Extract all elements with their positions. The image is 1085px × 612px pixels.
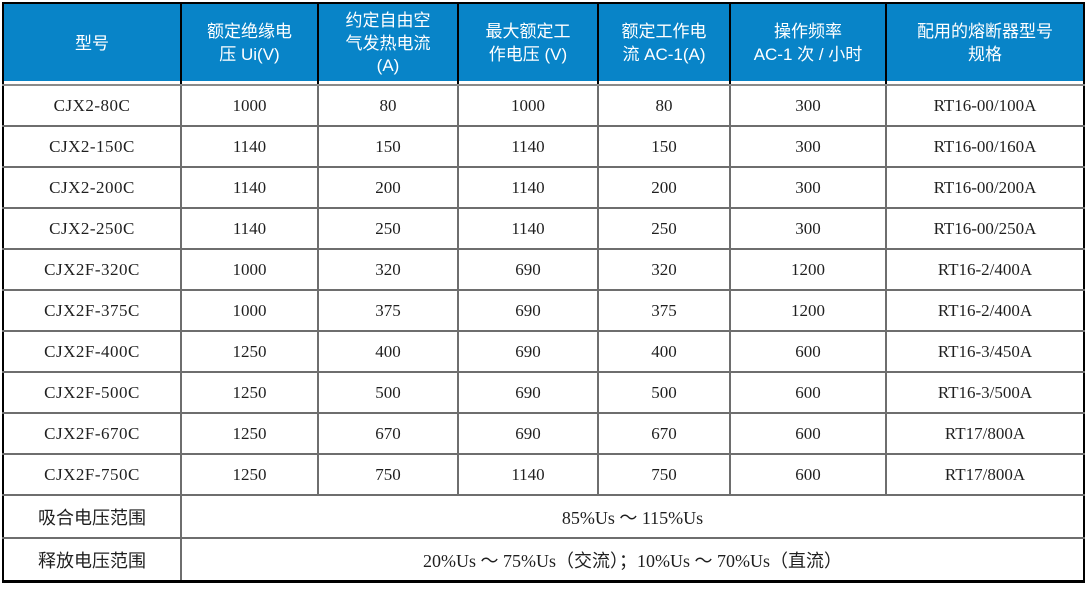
cell-value: 1140 (457, 166, 599, 209)
cell-fuse: RT16-00/200A (885, 166, 1085, 209)
cell-value: 1000 (180, 289, 319, 332)
table-row: CJX2F-375C 1000 375 690 375 1200 RT16-2/… (2, 289, 1085, 332)
cell-value: 80 (317, 84, 459, 127)
cell-value: 400 (317, 330, 459, 373)
cell-value: 750 (597, 453, 731, 496)
cell-value: 1250 (180, 412, 319, 455)
cell-value: 300 (729, 84, 887, 127)
column-header-max-rated-working-voltage: 最大额定工 作电压 (V) (457, 2, 599, 86)
cell-value: 1140 (180, 166, 319, 209)
column-header-fuse-model-spec: 配用的熔断器型号 规格 (885, 2, 1085, 86)
cell-value: 600 (729, 371, 887, 414)
cell-value: 670 (597, 412, 731, 455)
cell-value: 1200 (729, 289, 887, 332)
cell-value: 1140 (180, 125, 319, 168)
cell-value: 1200 (729, 248, 887, 291)
table-row: CJX2F-320C 1000 320 690 320 1200 RT16-2/… (2, 248, 1085, 291)
cell-value: 375 (317, 289, 459, 332)
footer-label-pickup-voltage-range: 吸合电压范围 (2, 494, 182, 539)
cell-value: 600 (729, 330, 887, 373)
cell-value: 320 (597, 248, 731, 291)
cell-fuse: RT16-3/450A (885, 330, 1085, 373)
cell-value: 80 (597, 84, 731, 127)
cell-value: 300 (729, 207, 887, 250)
cell-value: 150 (317, 125, 459, 168)
column-header-operating-frequency: 操作频率 AC-1 次 / 小时 (729, 2, 887, 86)
cell-value: 1250 (180, 330, 319, 373)
cell-model: CJX2F-670C (2, 412, 182, 455)
cell-value: 1140 (180, 207, 319, 250)
footer-row-release-voltage: 释放电压范围 20%Us ～ 75%Us（交流）；10%Us ～ 70%Us（直… (2, 537, 1085, 583)
cell-fuse: RT17/800A (885, 412, 1085, 455)
cell-value: 1140 (457, 453, 599, 496)
column-header-model: 型号 (2, 2, 182, 86)
cell-value: 1000 (180, 248, 319, 291)
cell-value: 1140 (457, 207, 599, 250)
cell-model: CJX2F-400C (2, 330, 182, 373)
table-row: CJX2-80C 1000 80 1000 80 300 RT16-00/100… (2, 84, 1085, 127)
footer-value-release-voltage-range: 20%Us ～ 75%Us（交流）；10%Us ～ 70%Us（直流） (180, 537, 1085, 583)
cell-model: CJX2F-750C (2, 453, 182, 496)
footer-label-release-voltage-range: 释放电压范围 (2, 537, 182, 583)
cell-value: 690 (457, 289, 599, 332)
cell-fuse: RT16-00/100A (885, 84, 1085, 127)
cell-value: 200 (597, 166, 731, 209)
table-row: CJX2-150C 1140 150 1140 150 300 RT16-00/… (2, 125, 1085, 168)
cell-value: 375 (597, 289, 731, 332)
cell-value: 320 (317, 248, 459, 291)
cell-fuse: RT16-00/250A (885, 207, 1085, 250)
cell-value: 1000 (180, 84, 319, 127)
cell-value: 690 (457, 248, 599, 291)
cell-value: 750 (317, 453, 459, 496)
cell-value: 670 (317, 412, 459, 455)
cell-value: 150 (597, 125, 731, 168)
table-row: CJX2-200C 1140 200 1140 200 300 RT16-00/… (2, 166, 1085, 209)
column-header-free-air-thermal-current: 约定自由空 气发热电流 (A) (317, 2, 459, 86)
cell-value: 500 (597, 371, 731, 414)
cell-fuse: RT16-2/400A (885, 248, 1085, 291)
footer-row-pickup-voltage: 吸合电压范围 85%Us ～ 115%Us (2, 494, 1085, 539)
table-row: CJX2F-750C 1250 750 1140 750 600 RT17/80… (2, 453, 1085, 496)
cell-value: 1000 (457, 84, 599, 127)
cell-value: 600 (729, 412, 887, 455)
footer-value-pickup-voltage-range: 85%Us ～ 115%Us (180, 494, 1085, 539)
cell-model: CJX2F-320C (2, 248, 182, 291)
cell-model: CJX2F-375C (2, 289, 182, 332)
cell-value: 250 (317, 207, 459, 250)
cell-value: 500 (317, 371, 459, 414)
cell-fuse: RT16-3/500A (885, 371, 1085, 414)
cell-value: 1250 (180, 453, 319, 496)
cell-value: 1250 (180, 371, 319, 414)
cell-fuse: RT16-00/160A (885, 125, 1085, 168)
cell-value: 690 (457, 412, 599, 455)
cell-value: 690 (457, 371, 599, 414)
cell-value: 300 (729, 125, 887, 168)
column-header-rated-working-current-ac1: 额定工作电 流 AC-1(A) (597, 2, 731, 86)
cell-value: 400 (597, 330, 731, 373)
cell-value: 250 (597, 207, 731, 250)
table-row: CJX2F-400C 1250 400 690 400 600 RT16-3/4… (2, 330, 1085, 373)
cell-value: 600 (729, 453, 887, 496)
cell-value: 300 (729, 166, 887, 209)
cell-model: CJX2F-500C (2, 371, 182, 414)
header-row: 型号 额定绝缘电 压 Ui(V) 约定自由空 气发热电流 (A) 最大额定工 作… (2, 2, 1085, 86)
cell-value: 1140 (457, 125, 599, 168)
cell-fuse: RT16-2/400A (885, 289, 1085, 332)
cell-value: 690 (457, 330, 599, 373)
cell-model: CJX2-150C (2, 125, 182, 168)
cell-model: CJX2-80C (2, 84, 182, 127)
table-row: CJX2F-500C 1250 500 690 500 600 RT16-3/5… (2, 371, 1085, 414)
cell-model: CJX2-250C (2, 207, 182, 250)
column-header-rated-insulation-voltage: 额定绝缘电 压 Ui(V) (180, 2, 319, 86)
cell-fuse: RT17/800A (885, 453, 1085, 496)
cell-value: 200 (317, 166, 459, 209)
contactor-spec-table: 型号 额定绝缘电 压 Ui(V) 约定自由空 气发热电流 (A) 最大额定工 作… (2, 2, 1085, 583)
cell-model: CJX2-200C (2, 166, 182, 209)
table-row: CJX2-250C 1140 250 1140 250 300 RT16-00/… (2, 207, 1085, 250)
table-row: CJX2F-670C 1250 670 690 670 600 RT17/800… (2, 412, 1085, 455)
